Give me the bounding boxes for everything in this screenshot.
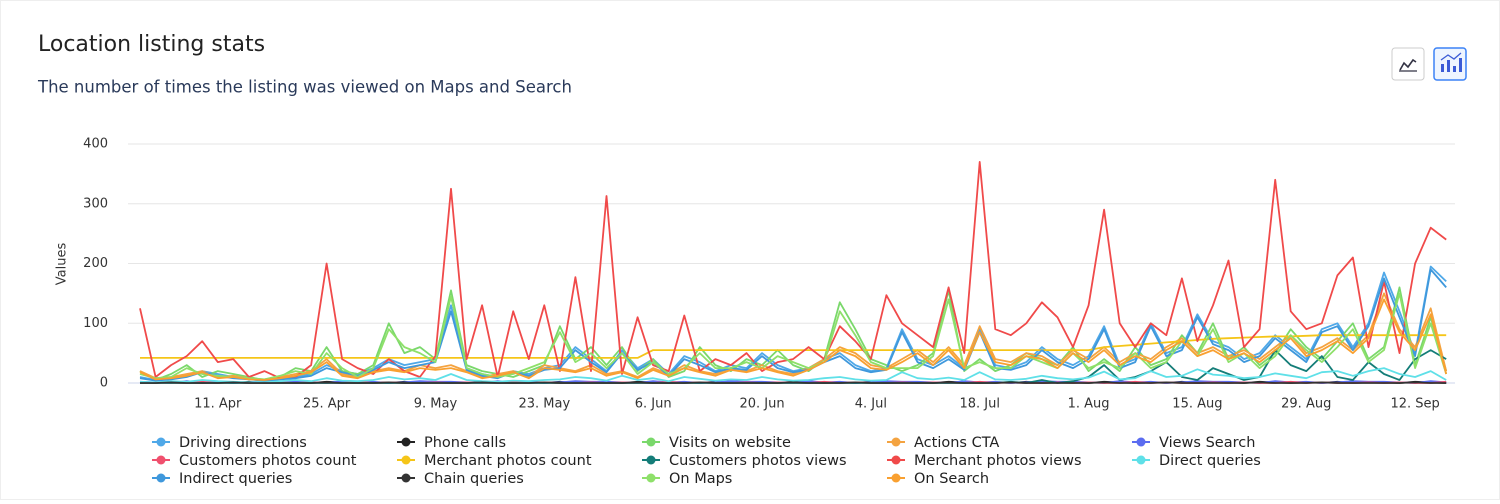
y-axis-title: Values	[55, 243, 70, 286]
series-line	[139, 268, 1447, 382]
x-tick-label: 29. Aug	[1281, 397, 1331, 412]
x-tick-label: 25. Apr	[303, 397, 351, 412]
series-line	[139, 367, 1447, 384]
legend-marker	[156, 455, 166, 465]
y-tick-label: 100	[83, 316, 108, 331]
x-tick-label: 6. Jun	[635, 397, 672, 412]
legend-marker	[1136, 437, 1146, 447]
x-tick-label: 1. Aug	[1068, 397, 1110, 412]
legend-label: Customers photos count	[179, 453, 357, 469]
legend-label: Merchant photos count	[424, 453, 592, 469]
series-line	[139, 292, 1448, 381]
series-line	[139, 298, 1448, 381]
legend-marker	[646, 455, 656, 465]
y-tick-label: 300	[83, 196, 108, 211]
legend-label: Chain queries	[424, 471, 524, 487]
chart-subtitle: The number of times the listing was view…	[37, 78, 572, 97]
y-tick-label: 200	[83, 256, 108, 271]
legend-label: Merchant photos views	[914, 453, 1082, 469]
legend-marker	[156, 437, 166, 447]
x-tick-label: 9. May	[414, 397, 458, 412]
legend-label: On Search	[914, 471, 989, 487]
series-line	[140, 381, 1447, 384]
x-tick-label: 4. Jul	[855, 397, 887, 412]
legend-marker	[401, 437, 411, 447]
legend-label: Driving directions	[179, 435, 307, 451]
legend-marker	[401, 455, 411, 465]
legend-marker	[891, 473, 901, 483]
legend-marker	[891, 437, 901, 447]
y-tick-label: 400	[83, 137, 108, 152]
legend-marker	[646, 473, 656, 483]
bar-view-button[interactable]	[1433, 47, 1467, 81]
line-view-button[interactable]	[1391, 47, 1425, 81]
legend-label: Visits on website	[669, 435, 791, 451]
x-tick-label: 11. Apr	[194, 397, 242, 412]
legend-marker	[156, 473, 166, 483]
chart-title: Location listing stats	[38, 32, 265, 57]
series-line	[140, 334, 1447, 359]
legend-label: Customers photos views	[669, 453, 847, 469]
x-tick-label: 15. Aug	[1172, 397, 1222, 412]
x-tick-label: 18. Jul	[959, 397, 1000, 412]
legend-label: Views Search	[1159, 435, 1255, 451]
y-tick-label: 0	[100, 376, 108, 391]
legend-label: Direct queries	[1159, 453, 1261, 469]
legend-marker	[646, 437, 656, 447]
legend-label: On Maps	[669, 471, 732, 487]
x-tick-label: 12. Sep	[1390, 397, 1439, 412]
legend-label: Phone calls	[424, 435, 506, 451]
legend-marker	[401, 473, 411, 483]
legend-label: Indirect queries	[179, 471, 292, 487]
legend-label: Actions CTA	[914, 435, 999, 451]
series-line	[139, 161, 1447, 380]
legend-marker	[891, 455, 901, 465]
x-tick-label: 20. Jun	[739, 397, 784, 412]
x-tick-label: 23. May	[518, 397, 570, 412]
legend-marker	[1136, 455, 1146, 465]
